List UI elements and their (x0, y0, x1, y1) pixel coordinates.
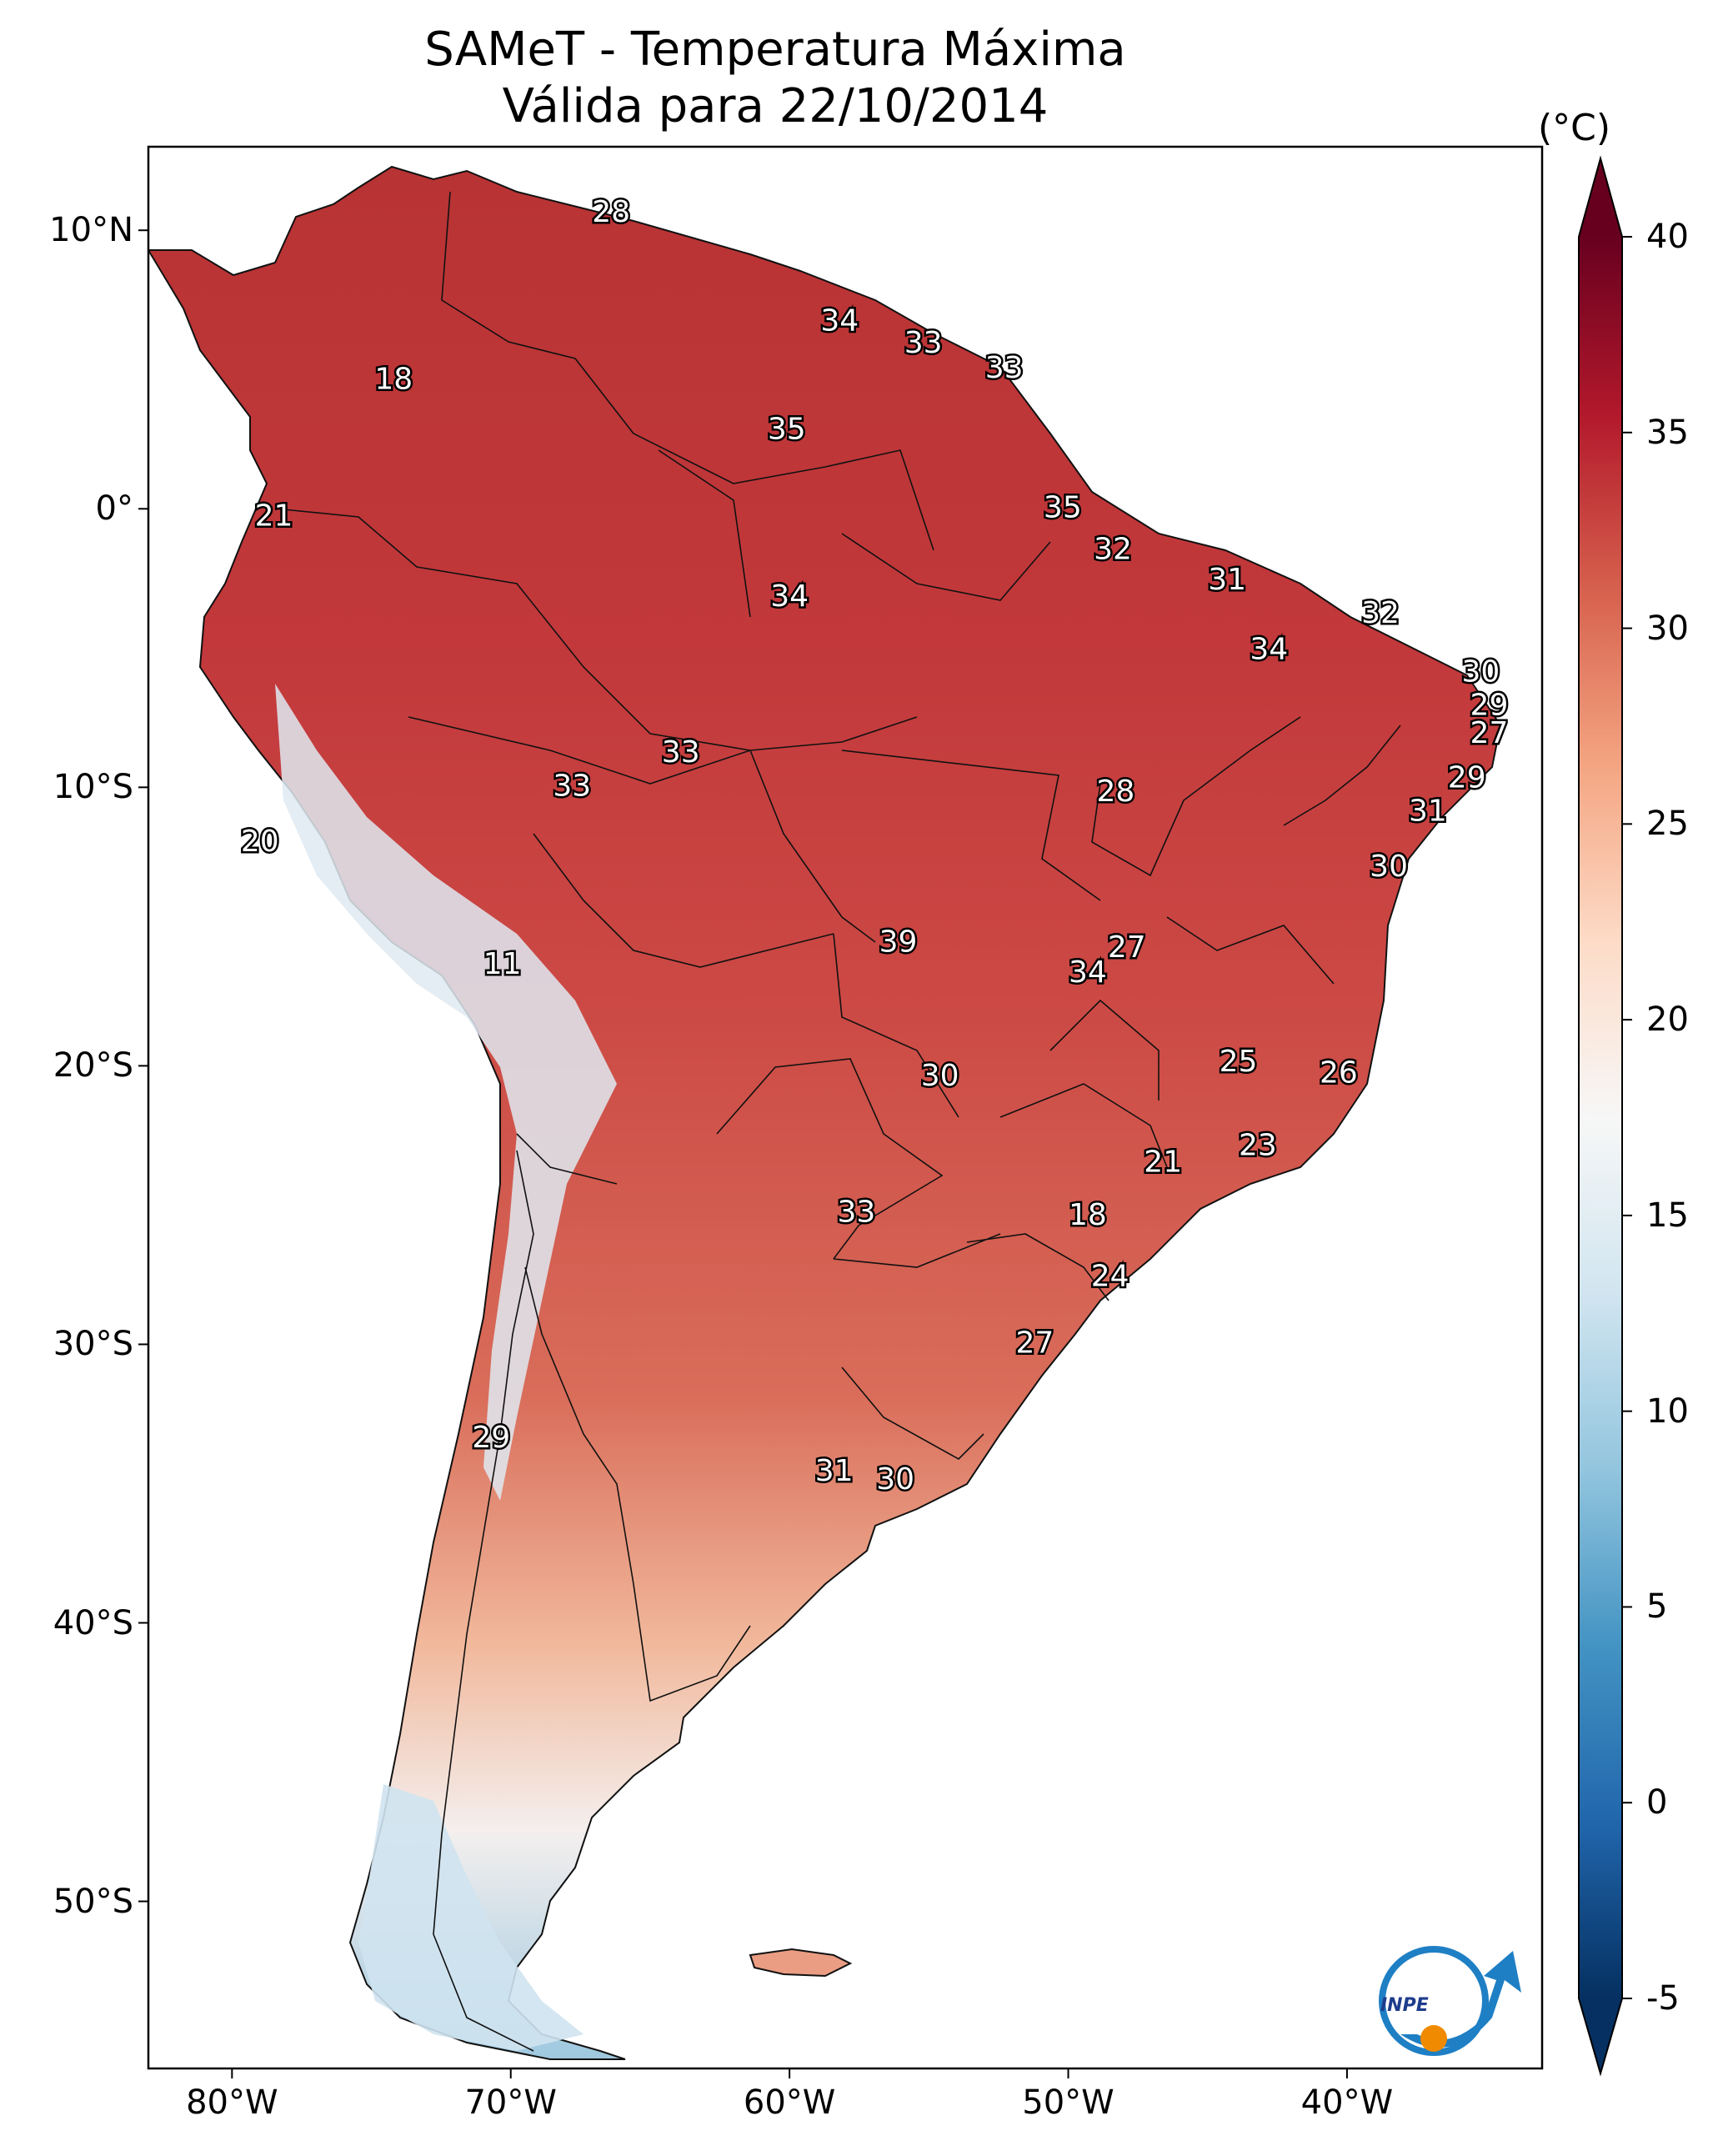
patagonia-cold (358, 1784, 584, 2051)
station-temperature-label: 39 (879, 925, 918, 959)
station-temperature-label: 33 (553, 769, 591, 803)
map-subtitle: Válida para 22/10/2014 (502, 79, 1049, 133)
colorbar (1578, 155, 1632, 2077)
station-temperature-label: 28 (592, 195, 630, 229)
colorbar-min-arrow (1579, 1998, 1622, 2073)
station-temperature-label: 28 (1096, 775, 1134, 809)
station-temperature-label: 24 (1091, 1259, 1129, 1293)
station-temperature-label: 33 (985, 351, 1024, 385)
inpe-logo: INPE (1379, 1946, 1521, 2056)
colorbar-ramp (1579, 237, 1622, 1998)
station-temperature-label: 33 (837, 1195, 875, 1229)
station-temperature-label: 33 (904, 326, 943, 360)
colorbar-tick-label: 15 (1646, 1196, 1689, 1235)
lat-tick-label: 10°S (53, 768, 133, 807)
falkland-islands (749, 1948, 853, 1978)
station-temperature-label: 18 (374, 363, 413, 397)
station-temperature-label: 30 (1462, 654, 1500, 689)
lat-ticks (138, 229, 148, 1903)
station-temperature-label: 33 (662, 735, 700, 770)
lon-tick-label: 40°W (1300, 2083, 1394, 2122)
station-temperature-label: 27 (1108, 930, 1146, 965)
logo-text: INPE (1380, 1995, 1429, 2016)
colorbar-tick-label: 35 (1646, 413, 1689, 452)
station-temperature-label: 27 (1470, 716, 1509, 750)
station-temperature-label: 34 (1069, 955, 1107, 990)
station-temperature-label: 34 (770, 579, 809, 614)
station-temperature-label: 35 (1044, 490, 1082, 524)
station-temperature-label: 34 (820, 303, 859, 338)
station-temperature-label: 29 (472, 1421, 510, 1455)
lon-ticks (231, 2068, 1348, 2078)
logo-arrow-icon (1400, 1951, 1521, 2048)
station-temperature-label: 26 (1320, 1055, 1358, 1090)
station-temperature-label: 27 (1015, 1326, 1054, 1360)
station-temperature-label: 34 (1250, 633, 1288, 667)
station-temperature-label: 32 (1094, 532, 1132, 566)
lon-tick-label: 60°W (743, 2083, 836, 2122)
station-temperature-label: 35 (768, 413, 806, 447)
station-temperature-label: 21 (1144, 1145, 1182, 1179)
logo-ring (1379, 1946, 1489, 2056)
colorbar-tick-label: 20 (1646, 1000, 1689, 1040)
station-temperature-label: 18 (1069, 1198, 1107, 1232)
station-temperature-label: 30 (876, 1462, 914, 1497)
lon-tick-label: 50°W (1022, 2083, 1114, 2122)
station-temperature-label: 11 (483, 947, 522, 981)
colorbar-tick-label: 40 (1646, 218, 1689, 256)
lat-tick-label: 30°S (53, 1325, 133, 1364)
colorbar-tick-label: 0 (1646, 1783, 1668, 1823)
lon-tick-label: 70°W (464, 2083, 557, 2122)
station-temperature-label: 31 (1208, 563, 1246, 597)
map-area (148, 147, 1542, 2068)
station-temperature-label: 23 (1239, 1128, 1277, 1162)
station-temperature-label: 31 (815, 1454, 854, 1488)
andes-cold-band (275, 684, 617, 1501)
station-temperature-label: 29 (1470, 688, 1509, 722)
map-title: SAMeT - Temperatura Máxima (424, 23, 1126, 77)
lat-tick-label: 50°S (53, 1882, 133, 1921)
colorbar-ticks (1622, 236, 1632, 1999)
lat-tick-label: 10°N (49, 211, 133, 250)
chile-argentina-border (433, 1150, 534, 2052)
colorbar-tick-label: 30 (1646, 609, 1689, 648)
lon-tick-label: 80°W (186, 2083, 278, 2122)
map-frame (147, 145, 1544, 2070)
station-temperature-label: 25 (1220, 1045, 1258, 1079)
lat-tick-label: 0° (95, 489, 133, 529)
station-temperature-label: 30 (1370, 850, 1408, 884)
logo-sun-icon (1420, 2025, 1447, 2052)
station-temperature-label: 29 (1448, 760, 1486, 795)
lat-tick-label: 40°S (53, 1603, 133, 1642)
station-temperature-label: 30 (921, 1059, 959, 1093)
station-temperature-label: 32 (1361, 596, 1400, 630)
station-temperature-label: 21 (255, 499, 293, 533)
colorbar-tick-label: 5 (1646, 1587, 1668, 1627)
lat-tick-label: 20°S (53, 1046, 133, 1086)
country-borders (274, 191, 1401, 1702)
station-temperature-label: 31 (1409, 794, 1447, 828)
station-temperature-label: 20 (241, 825, 279, 859)
colorbar-unit: (°C) (1538, 107, 1611, 149)
colorbar-tick-label: 25 (1646, 805, 1689, 844)
colorbar-tick-label: -5 (1646, 1979, 1680, 2018)
colorbar-max-arrow (1579, 158, 1622, 237)
colorbar-tick-label: 10 (1646, 1391, 1689, 1431)
